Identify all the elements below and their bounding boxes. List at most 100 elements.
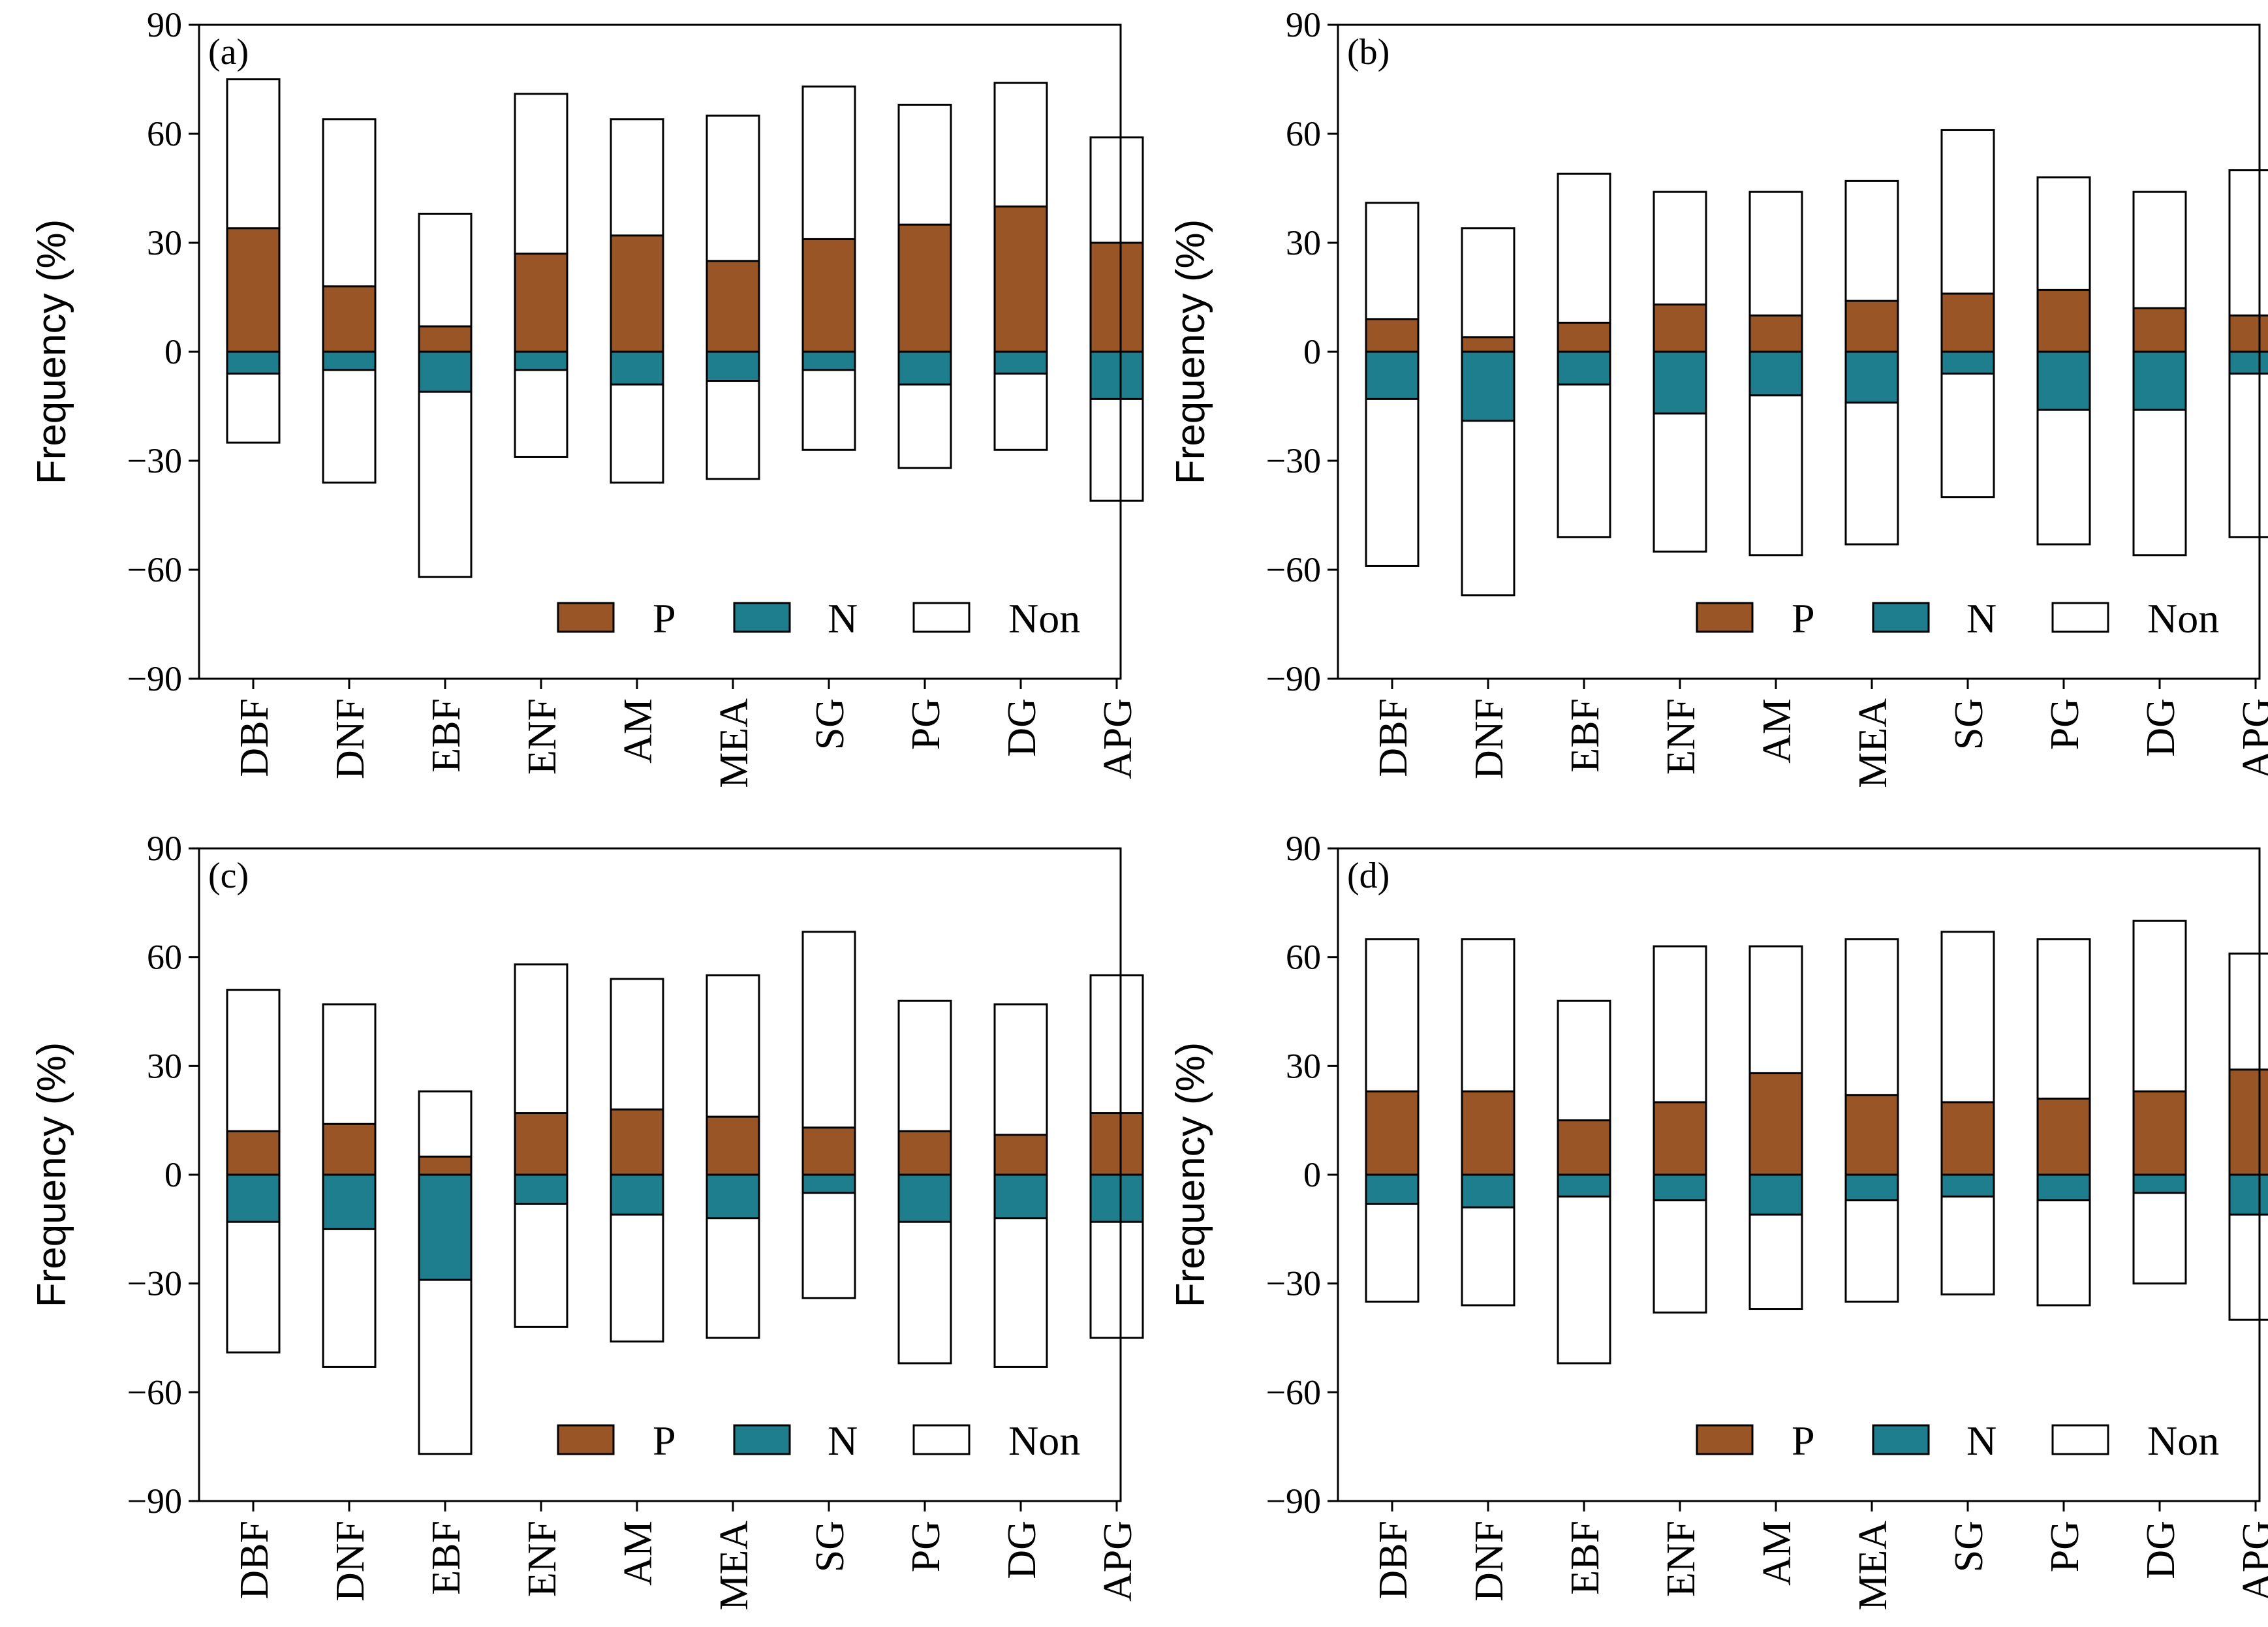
x-category-label: AM [616, 698, 660, 764]
chart-panel-1: −90 −60 −30 0 30 60 90 Frequency (%) DBF DNF EBF EN… [29, 5, 1144, 788]
bar-n-enf [1653, 350, 1707, 415]
chart-panel-3: −90 −60 −30 0 30 60 90 Frequency (%) DBF DNF EBF EN… [29, 829, 1144, 1611]
y-tick-label: 0 [1303, 332, 1321, 371]
bar-p-am [610, 234, 664, 353]
x-category-label: DG [2139, 1521, 2183, 1579]
y-tick-label: 0 [1303, 1155, 1321, 1194]
y-tick-label: −60 [127, 1372, 182, 1412]
x-category-label: AM [1755, 1521, 1799, 1586]
y-tick-label: 60 [1286, 938, 1321, 977]
bar-n-enf [514, 350, 568, 371]
y-tick-label: 30 [147, 1046, 182, 1085]
bar-n-dg [2132, 1173, 2187, 1194]
x-category-label: SG [1947, 1521, 1991, 1572]
x-category-label: ENF [1659, 1521, 1703, 1597]
bar-n-pg [2036, 1173, 2091, 1201]
panel-label: (d) [1347, 856, 1390, 896]
bar-n-ebf [418, 1173, 473, 1281]
x-category-label: MEA [712, 1521, 756, 1611]
bar-p-ebf [418, 1155, 473, 1176]
bar-n-sg [1940, 1173, 1995, 1198]
legend: P N Non [1696, 595, 2219, 642]
bar-p-pg [2036, 1097, 2091, 1176]
x-category-label: APG [1096, 698, 1140, 779]
bar-p-dnf [1461, 336, 1515, 353]
x-category-label: ENF [520, 1521, 565, 1597]
y-tick-label: −60 [1266, 550, 1321, 589]
bar-n-am [610, 350, 664, 386]
y-tick-label: 60 [1286, 114, 1321, 153]
bar-n-apg [2228, 350, 2268, 375]
bar-non-sg [801, 931, 856, 1299]
legend-swatch-n [1872, 602, 1930, 633]
y-tick-label: 60 [147, 938, 182, 977]
legend-label-n: N [828, 595, 858, 642]
bar-p-apg [2228, 1068, 2268, 1176]
bar-p-apg [2228, 314, 2268, 353]
x-category-label: DG [1000, 698, 1044, 757]
bar-n-dg [2132, 350, 2187, 411]
x-category-label: DNF [328, 698, 373, 779]
y-tick-label: −30 [1266, 441, 1321, 480]
x-category-label: PG [904, 1521, 948, 1572]
bar-n-dbf [226, 1173, 281, 1223]
bar-n-enf [1653, 1173, 1707, 1201]
bar-p-dnf [1461, 1090, 1515, 1176]
legend-swatch-p [557, 1424, 615, 1455]
y-tick-label: 0 [164, 1155, 182, 1194]
y-tick-label: 0 [164, 332, 182, 371]
x-category-label: ENF [520, 698, 565, 775]
x-category-label: MEA [1851, 1521, 1895, 1611]
y-tick-label: −90 [127, 659, 182, 698]
bar-n-dbf [1365, 350, 1420, 400]
bar-p-dg [2132, 307, 2187, 353]
bar-n-mea [1844, 350, 1899, 404]
bar-non-ebf [418, 212, 473, 578]
legend: P N Non [1696, 1418, 2219, 1464]
bar-n-ebf [1557, 350, 1611, 386]
x-category-label: DBF [1371, 1521, 1416, 1600]
bar-p-sg [1940, 292, 1995, 353]
y-tick-label: −60 [1266, 1372, 1321, 1412]
bar-n-sg [801, 350, 856, 371]
bar-p-dbf [226, 227, 281, 353]
panel-label: (b) [1347, 32, 1390, 72]
chart-panel-2: −90 −60 −30 0 30 60 90 Frequency (%) DBF DNF EBF EN… [1168, 5, 2268, 788]
bar-p-apg [1089, 1112, 1144, 1176]
x-category-label: AM [1755, 698, 1799, 764]
legend-label-non: Non [2147, 1418, 2219, 1464]
bar-n-mea [1844, 1173, 1899, 1201]
legend-label-p: P [653, 595, 676, 642]
bar-p-mea [1844, 1094, 1899, 1176]
x-category-label: APG [2235, 1521, 2268, 1602]
legend-swatch-n [733, 1424, 791, 1455]
bar-p-sg [801, 238, 856, 353]
bar-n-apg [2228, 1173, 2268, 1216]
x-category-label: AM [616, 1521, 660, 1586]
bar-n-sg [1940, 350, 1995, 375]
x-category-label: DG [1000, 1521, 1044, 1579]
x-category-label: EBF [1563, 1521, 1608, 1595]
legend-label-non: Non [2147, 595, 2219, 642]
x-category-label: DBF [232, 1521, 277, 1600]
bar-n-am [610, 1173, 664, 1216]
x-category-label: DBF [232, 698, 277, 777]
bar-n-ebf [418, 350, 473, 393]
plot-frame [1337, 23, 2261, 680]
y-tick-label: 30 [147, 223, 182, 262]
panel-label: (a) [208, 32, 249, 72]
bar-p-enf [1653, 1101, 1707, 1176]
bar-p-enf [514, 253, 568, 353]
legend-label-non: Non [1008, 595, 1080, 642]
plot-frame [198, 23, 1122, 680]
bar-n-pg [2036, 350, 2091, 411]
bar-p-apg [1089, 241, 1144, 353]
legend: P N Non [557, 1418, 1080, 1464]
plot-frame [1337, 847, 2261, 1502]
bar-p-dg [993, 1134, 1048, 1176]
bar-n-dnf [322, 1173, 377, 1230]
bar-p-mea [706, 260, 760, 353]
legend-label-n: N [828, 1418, 858, 1464]
x-category-label: EBF [424, 1521, 469, 1595]
bar-n-pg [897, 1173, 952, 1223]
